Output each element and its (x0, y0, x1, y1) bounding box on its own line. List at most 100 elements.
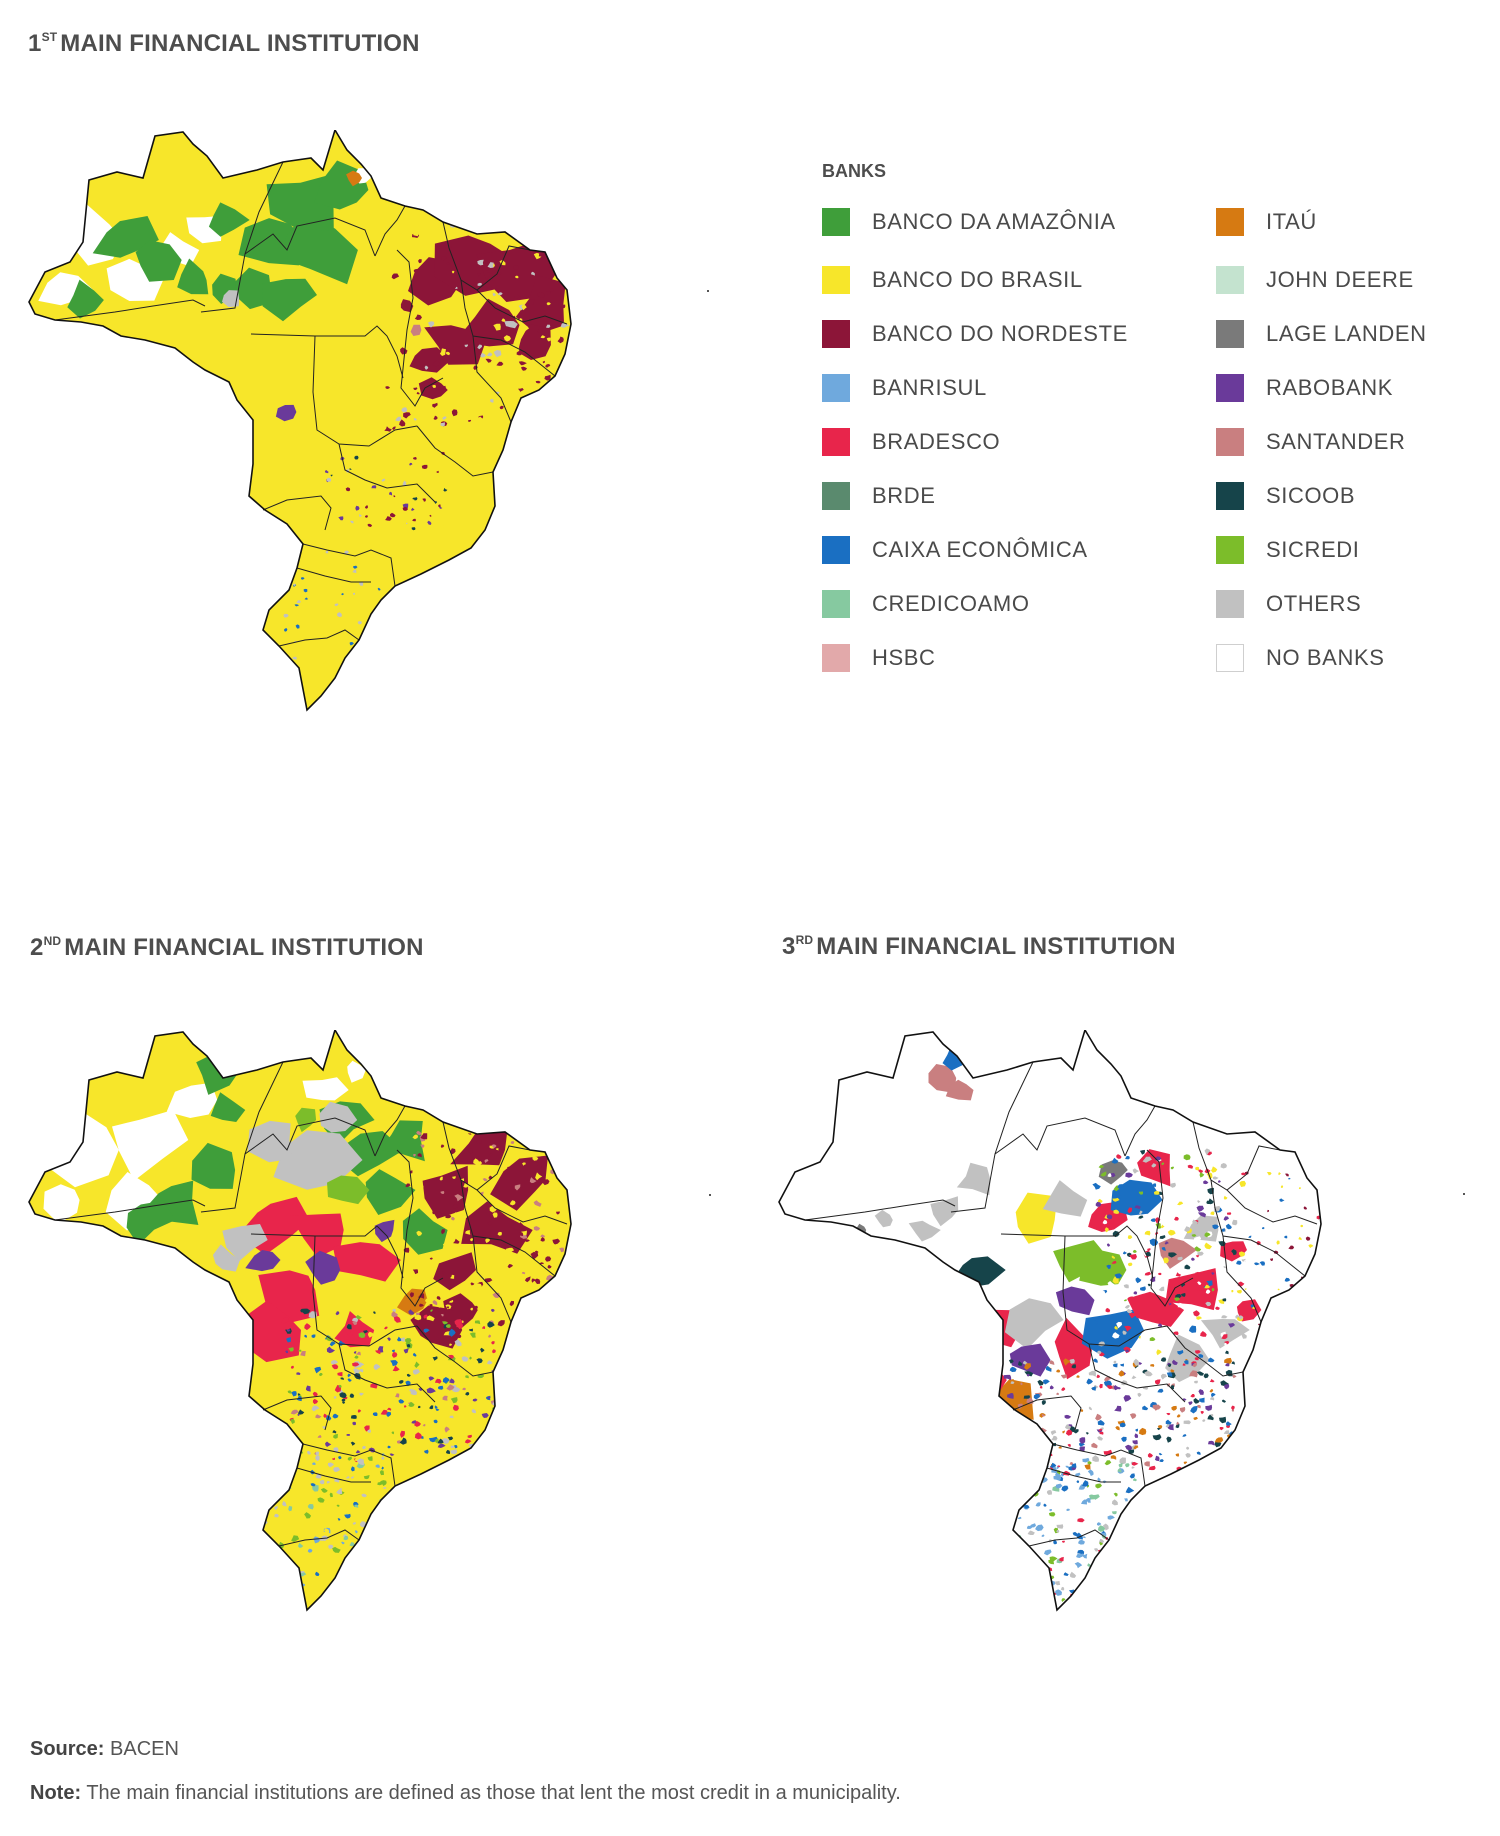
municipality-region (418, 303, 423, 309)
municipality-region (405, 522, 408, 525)
municipality-region (1281, 1309, 1284, 1312)
municipality-region (324, 470, 329, 474)
municipality-region (1252, 1269, 1257, 1272)
municipality-region (1007, 1587, 1013, 1593)
municipality-region (1084, 1600, 1089, 1605)
municipality-region (540, 221, 546, 227)
municipality-region (1153, 1404, 1161, 1411)
municipality-region (1113, 1360, 1117, 1364)
municipality-region (475, 1246, 482, 1253)
municipality-region (1098, 1160, 1128, 1185)
municipality-region (362, 1617, 368, 1621)
municipality-region (262, 278, 317, 322)
municipality-region (416, 1312, 420, 1316)
municipality-region (461, 1215, 466, 1219)
municipality-region (516, 351, 523, 356)
municipality-region (1259, 1261, 1265, 1266)
municipality-region (1042, 1180, 1088, 1217)
panel-title-1st: 1ST MAIN FINANCIAL INSTITUTION (28, 30, 420, 57)
municipality-region (292, 1579, 298, 1583)
municipality-region (441, 1270, 445, 1274)
municipality-region (442, 1377, 450, 1384)
municipality-region (349, 464, 355, 470)
municipality-region (1175, 1294, 1182, 1299)
municipality-region (1087, 1469, 1094, 1476)
municipality-region (498, 1136, 506, 1141)
municipality-region (462, 1387, 466, 1391)
municipality-region (277, 1587, 283, 1592)
municipality-region (387, 1337, 391, 1342)
municipality-region (1061, 1598, 1066, 1602)
municipality-region (1109, 1567, 1115, 1572)
municipality-region (534, 1278, 541, 1284)
municipality-region (412, 518, 416, 522)
municipality-region (1008, 1579, 1015, 1585)
municipality-region (1032, 1568, 1035, 1571)
municipality-region (359, 513, 362, 517)
municipality-region (1285, 1173, 1289, 1177)
municipality-region (372, 665, 378, 670)
municipality-region (325, 550, 329, 554)
municipality-region (435, 1378, 442, 1384)
municipality-region (385, 210, 393, 218)
municipality-region (295, 1107, 317, 1133)
municipality-region (1166, 1372, 1173, 1377)
municipality-region (1013, 1501, 1018, 1505)
municipality-region (1179, 1407, 1186, 1413)
municipality-region (1175, 1423, 1180, 1429)
municipality-region (454, 1339, 462, 1347)
municipality-region (1188, 1401, 1193, 1406)
municipality-region (448, 1228, 452, 1231)
municipality-region (337, 1518, 341, 1521)
municipality-region (411, 1420, 416, 1424)
municipality-region (374, 1219, 395, 1243)
municipality-region (557, 1147, 564, 1151)
municipality-region (283, 1476, 290, 1483)
municipality-region (1056, 1529, 1060, 1533)
municipality-region (268, 1455, 271, 1460)
municipality-region (487, 1396, 491, 1400)
municipality-region (477, 344, 483, 350)
municipality-region (326, 626, 330, 630)
municipality-region (1058, 1556, 1064, 1562)
municipality-region (409, 462, 413, 466)
municipality-region (1170, 1166, 1174, 1170)
municipality-region (1037, 1569, 1042, 1573)
municipality-region (354, 1530, 358, 1534)
municipality-region (377, 624, 381, 628)
municipality-region (1157, 1427, 1161, 1431)
municipality-region (1161, 1162, 1165, 1166)
municipality-region (268, 1481, 274, 1487)
municipality-region (312, 1391, 318, 1397)
municipality-region (1134, 1433, 1139, 1438)
municipality-region (302, 1451, 311, 1457)
municipality-region (332, 1242, 401, 1282)
municipality-region (1091, 1442, 1098, 1449)
municipality-region (540, 1234, 545, 1238)
legend-swatch (822, 590, 850, 618)
municipality-region (1122, 1251, 1127, 1255)
municipality-region (1197, 1212, 1206, 1218)
municipality-region (547, 1264, 552, 1269)
municipality-region (1103, 1523, 1109, 1531)
municipality-region (265, 1471, 271, 1475)
municipality-region (1049, 1360, 1055, 1365)
municipality-region (475, 1283, 482, 1289)
municipality-region (241, 1300, 301, 1363)
municipality-region (1224, 1357, 1232, 1364)
municipality-region (1241, 1332, 1247, 1339)
municipality-region (432, 1356, 438, 1361)
municipality-region (1122, 1592, 1127, 1595)
municipality-region (1154, 1455, 1160, 1462)
municipality-region (446, 1384, 455, 1391)
municipality-region (367, 1429, 371, 1433)
municipality-region (1223, 1266, 1227, 1269)
municipality-region (279, 1570, 285, 1574)
municipality-region (282, 1470, 287, 1474)
municipality-region (540, 218, 546, 224)
municipality-region (454, 286, 458, 289)
municipality-region (1028, 1599, 1032, 1603)
municipality-region (432, 384, 436, 388)
municipality-region (1195, 1160, 1199, 1164)
municipality-region (357, 1409, 362, 1413)
